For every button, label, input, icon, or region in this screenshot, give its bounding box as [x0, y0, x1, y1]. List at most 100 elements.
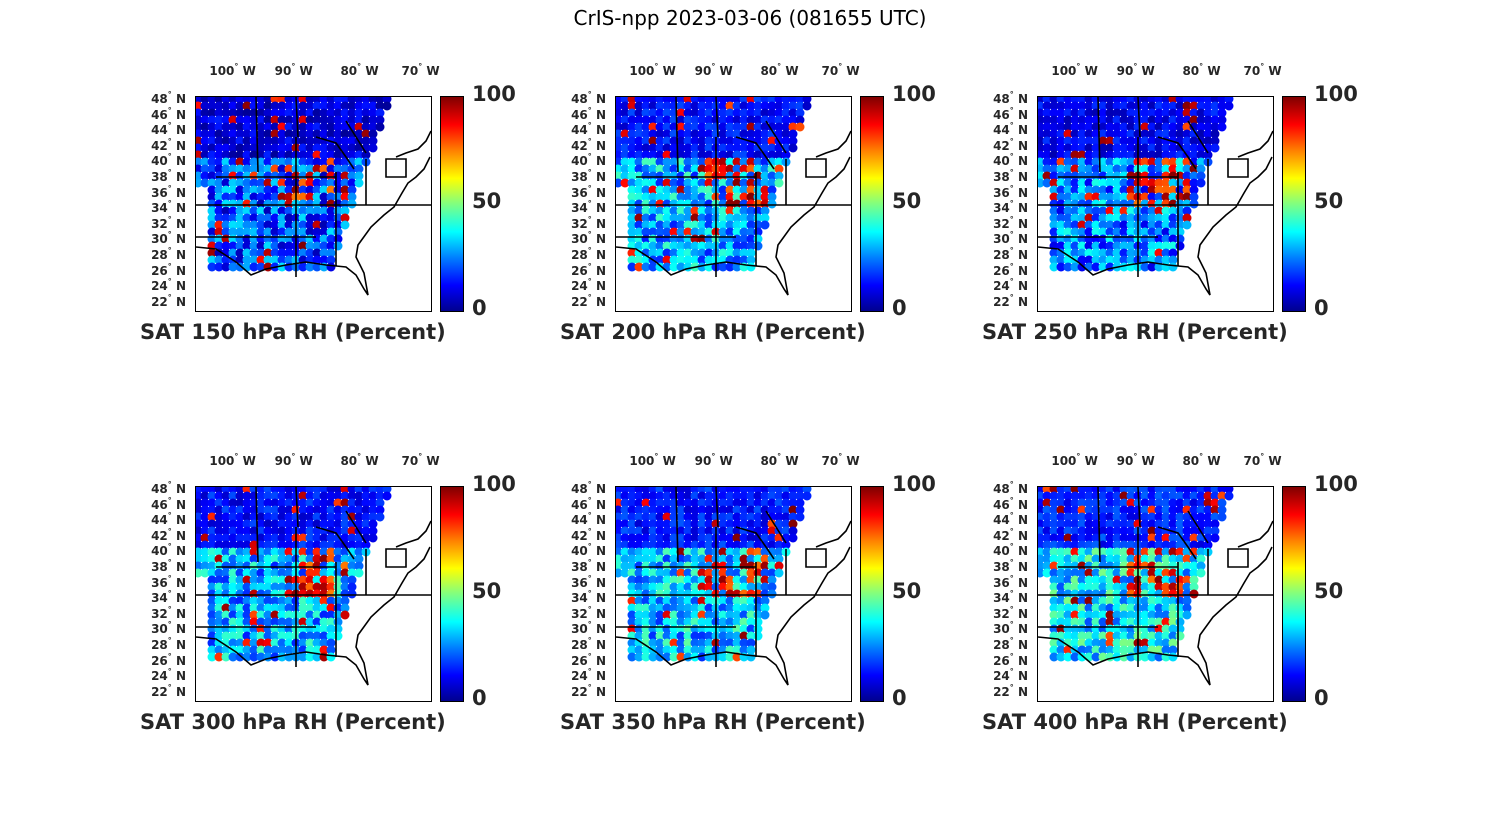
latitude-tick-label: 38° N: [993, 168, 1028, 184]
rh-map-canvas: [616, 97, 851, 296]
latitude-tick-label: 36° N: [993, 183, 1028, 200]
latitude-tick-label: 28° N: [571, 246, 606, 262]
colorbar: [440, 486, 464, 702]
latitude-tick-label: 44° N: [151, 511, 186, 528]
latitude-tick-label: 42° N: [151, 526, 186, 543]
longitude-tick-label: 70° W: [401, 62, 440, 78]
latitude-tick-label: 46° N: [993, 495, 1028, 512]
latitude-tick-label: 26° N: [993, 651, 1028, 668]
figure-title: CrIS-npp 2023-03-06 (081655 UTC): [573, 6, 927, 30]
colorbar-tick-label: 100: [892, 82, 936, 106]
latitude-tick-label: 32° N: [151, 604, 186, 621]
coastline: [196, 97, 431, 296]
satellite-swath: [616, 97, 812, 272]
latitude-tick-label: 28° N: [151, 636, 186, 652]
longitude-tick-label: 70° W: [821, 452, 860, 468]
coastline: [196, 487, 431, 686]
map-panel: 100° W 90° W 80° W 70° W 48° N 46° N 44° N 42° …: [560, 450, 980, 750]
latitude-tick-label: 22° N: [151, 292, 186, 309]
panel-title: SAT 200 hPa RH (Percent): [560, 320, 866, 344]
longitude-tick-label: 90° W: [1116, 452, 1155, 468]
latitude-tick-label: 34° N: [151, 199, 186, 216]
colorbar-tick-label: 0: [892, 686, 907, 710]
latitude-tick-label: 22° N: [571, 292, 606, 309]
rh-map: [1037, 486, 1274, 702]
coastline: [616, 97, 851, 296]
latitude-tick-label: 40° N: [571, 152, 606, 169]
longitude-tick-label: 90° W: [1116, 62, 1155, 78]
latitude-tick-label: 22° N: [571, 682, 606, 699]
latitude-tick-label: 40° N: [571, 542, 606, 559]
latitude-tick-label: 28° N: [993, 636, 1028, 652]
latitude-tick-label: 34° N: [993, 199, 1028, 216]
longitude-tick-label: 80° W: [1182, 452, 1221, 468]
panel-title: SAT 300 hPa RH (Percent): [140, 710, 446, 734]
latitude-tick-label: 48° N: [571, 90, 606, 106]
satellite-swath: [1038, 487, 1234, 662]
latitude-tick-label: 38° N: [571, 168, 606, 184]
colorbar-tick-label: 0: [1314, 296, 1329, 320]
longitude-tick-label: 100° W: [629, 452, 676, 468]
latitude-tick-label: 26° N: [571, 651, 606, 668]
latitude-tick-label: 44° N: [571, 121, 606, 138]
rh-map: [615, 486, 852, 702]
latitude-tick-label: 32° N: [571, 214, 606, 231]
latitude-tick-label: 44° N: [993, 121, 1028, 138]
latitude-tick-label: 26° N: [151, 651, 186, 668]
latitude-tick-label: 40° N: [993, 542, 1028, 559]
latitude-tick-label: 44° N: [151, 121, 186, 138]
latitude-tick-label: 28° N: [993, 246, 1028, 262]
satellite-swath: [196, 487, 392, 662]
longitude-tick-label: 80° W: [1182, 62, 1221, 78]
latitude-tick-label: 40° N: [151, 542, 186, 559]
longitude-tick-label: 90° W: [274, 452, 313, 468]
latitude-tick-label: 34° N: [151, 589, 186, 606]
colorbar: [1282, 486, 1306, 702]
latitude-tick-label: 42° N: [993, 136, 1028, 153]
colorbar-tick-label: 50: [472, 579, 502, 603]
coastline: [1038, 487, 1273, 686]
panel-title: SAT 250 hPa RH (Percent): [982, 320, 1288, 344]
colorbar: [860, 96, 884, 312]
latitude-tick-label: 46° N: [571, 495, 606, 512]
rh-map-canvas: [1038, 487, 1273, 686]
longitude-tick-label: 70° W: [401, 452, 440, 468]
rh-map-canvas: [616, 487, 851, 686]
latitude-tick-label: 44° N: [571, 511, 606, 528]
rh-map-canvas: [1038, 97, 1273, 296]
colorbar-tick-label: 0: [1314, 686, 1329, 710]
latitude-tick-label: 24° N: [151, 667, 186, 684]
latitude-tick-label: 22° N: [993, 292, 1028, 309]
longitude-tick-label: 80° W: [340, 452, 379, 468]
latitude-tick-label: 42° N: [571, 526, 606, 543]
colorbar: [1282, 96, 1306, 312]
latitude-tick-label: 32° N: [993, 214, 1028, 231]
map-panel: 100° W 90° W 80° W 70° W 48° N 46° N 44° N 42° …: [140, 450, 560, 750]
latitude-tick-label: 36° N: [151, 573, 186, 590]
latitude-tick-label: 24° N: [571, 277, 606, 294]
coastline: [616, 487, 851, 686]
longitude-tick-label: 100° W: [1051, 452, 1098, 468]
rh-map: [195, 486, 432, 702]
latitude-tick-label: 34° N: [571, 589, 606, 606]
longitude-tick-label: 90° W: [274, 62, 313, 78]
latitude-tick-label: 38° N: [151, 168, 186, 184]
rh-map: [615, 96, 852, 312]
rh-map-canvas: [196, 487, 431, 686]
rh-map-canvas: [196, 97, 431, 296]
latitude-tick-label: 46° N: [151, 495, 186, 512]
latitude-tick-label: 42° N: [571, 136, 606, 153]
latitude-tick-label: 40° N: [993, 152, 1028, 169]
longitude-tick-label: 80° W: [760, 62, 799, 78]
latitude-tick-label: 48° N: [571, 480, 606, 496]
coastline: [1038, 97, 1273, 296]
longitude-tick-label: 100° W: [1051, 62, 1098, 78]
latitude-tick-label: 32° N: [151, 214, 186, 231]
latitude-tick-label: 30° N: [993, 230, 1028, 247]
latitude-tick-label: 42° N: [993, 526, 1028, 543]
latitude-tick-label: 40° N: [151, 152, 186, 169]
latitude-tick-label: 48° N: [151, 90, 186, 106]
latitude-tick-label: 30° N: [571, 620, 606, 637]
longitude-tick-label: 90° W: [694, 452, 733, 468]
colorbar-tick-label: 100: [472, 82, 516, 106]
